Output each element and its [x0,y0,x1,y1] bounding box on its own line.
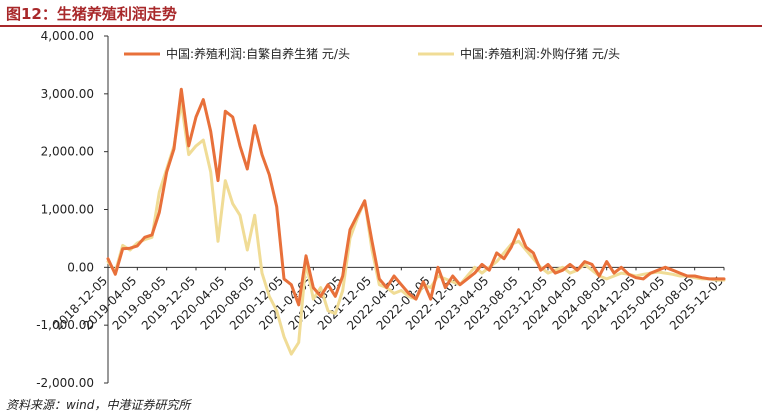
chart-title: 图12：生猪养殖利润走势 [6,5,177,23]
x-axis: 2018-12-052019-04-052019-08-052019-12-05… [51,267,726,333]
y-tick-label: 1,000.00 [41,203,94,217]
y-tick-label: 4,000.00 [41,29,94,43]
series-layer [106,87,726,356]
legend-label-2: 中国:养殖利润:外购仔猪 元/头 [460,46,620,61]
series-line-1 [106,87,726,307]
y-tick-label: -2,000.00 [36,376,94,390]
y-tick-label: 3,000.00 [41,87,94,101]
source-note: 资料来源：wind，中港证券研究所 [6,398,191,412]
y-tick-label: 2,000.00 [41,145,94,159]
y-tick-label: 0.00 [67,260,94,274]
title-underline [0,25,762,27]
legend-label-1: 中国:养殖利润:自繁自养生猪 元/头 [166,46,350,61]
y-axis: 4,000.00 3,000.00 2,000.00 1,000.00 0.00 -1,0… [36,29,109,390]
legend: 中国:养殖利润:自繁自养生猪 元/头 中国:养殖利润:外购仔猪 元/头 [124,46,620,61]
y-tick-label: -1,000.00 [36,318,94,332]
